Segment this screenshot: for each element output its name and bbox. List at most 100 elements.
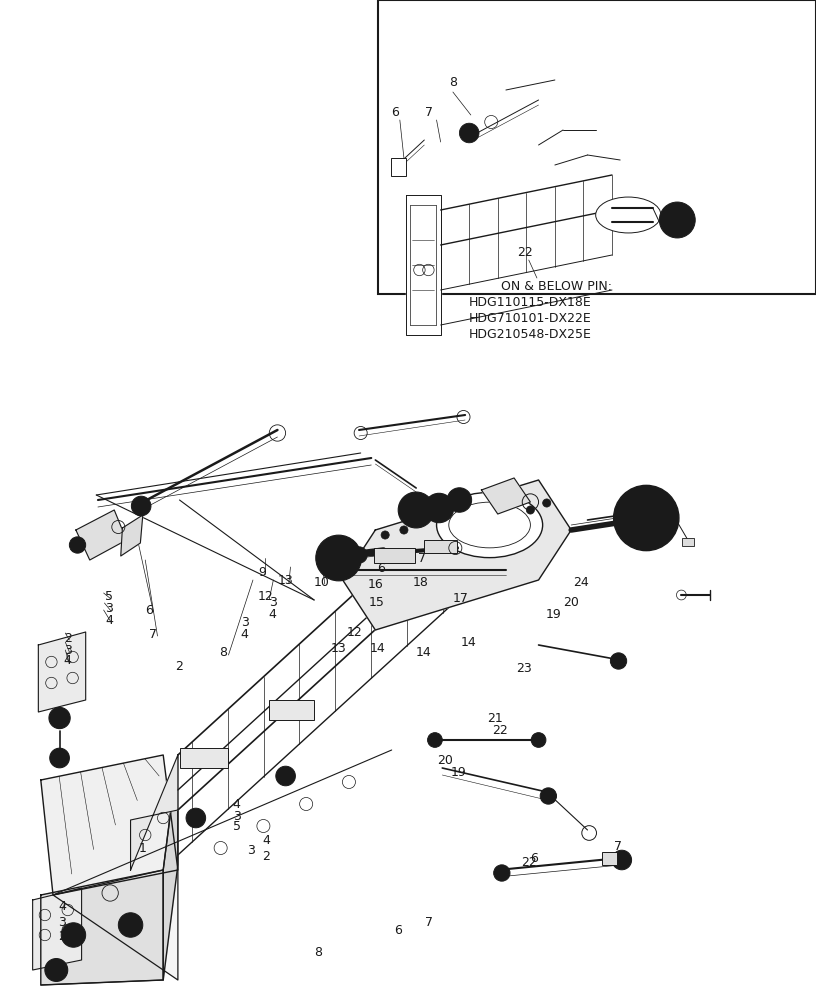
Circle shape <box>51 964 62 976</box>
Text: 4: 4 <box>233 798 241 812</box>
Text: 13: 13 <box>330 642 347 654</box>
Text: 14: 14 <box>415 647 432 660</box>
Circle shape <box>540 788 557 804</box>
Text: 7: 7 <box>614 840 622 852</box>
Circle shape <box>45 959 68 981</box>
Text: 4: 4 <box>268 607 277 620</box>
Polygon shape <box>121 515 143 556</box>
Text: 12: 12 <box>347 626 363 639</box>
Text: 2: 2 <box>58 930 66 942</box>
Circle shape <box>54 712 65 724</box>
Text: 3: 3 <box>268 596 277 609</box>
Text: 19: 19 <box>545 607 561 620</box>
Text: 22: 22 <box>521 856 537 868</box>
Text: 7: 7 <box>149 628 157 641</box>
Text: 8: 8 <box>220 647 228 660</box>
Text: HDG110115-DX18E: HDG110115-DX18E <box>469 296 592 310</box>
Text: 3: 3 <box>241 616 249 630</box>
Circle shape <box>316 535 361 581</box>
Circle shape <box>543 499 551 507</box>
Text: 6: 6 <box>394 924 402 936</box>
Text: 8: 8 <box>449 77 457 90</box>
Circle shape <box>619 516 623 520</box>
Text: 3: 3 <box>58 916 66 928</box>
Text: HDG210548-DX25E: HDG210548-DX25E <box>469 328 592 342</box>
Text: 13: 13 <box>277 574 294 587</box>
Text: 22: 22 <box>517 246 533 259</box>
Text: 16: 16 <box>367 578 384 591</box>
Text: 3: 3 <box>64 644 72 656</box>
Polygon shape <box>163 755 178 980</box>
Circle shape <box>669 516 674 520</box>
Text: 4: 4 <box>105 613 113 626</box>
Circle shape <box>50 748 69 768</box>
Text: 24: 24 <box>573 576 589 589</box>
Circle shape <box>69 537 86 553</box>
Text: 10: 10 <box>313 576 330 588</box>
Circle shape <box>428 733 442 747</box>
Circle shape <box>659 202 695 238</box>
Text: 6: 6 <box>391 106 399 119</box>
Ellipse shape <box>596 197 661 233</box>
Text: 21: 21 <box>487 712 503 726</box>
Text: 3: 3 <box>233 810 241 822</box>
Circle shape <box>632 533 636 538</box>
Polygon shape <box>76 510 126 560</box>
Circle shape <box>424 493 454 523</box>
Polygon shape <box>131 755 178 870</box>
Text: 18: 18 <box>413 576 429 588</box>
Bar <box>391 158 406 176</box>
Text: 4: 4 <box>241 629 249 642</box>
Polygon shape <box>41 870 163 985</box>
Text: ON & BELOW PIN:: ON & BELOW PIN: <box>501 279 612 292</box>
Text: 17: 17 <box>453 591 469 604</box>
Circle shape <box>526 506 534 514</box>
Text: 23: 23 <box>516 662 532 676</box>
Polygon shape <box>406 195 441 335</box>
Text: 5: 5 <box>233 820 241 834</box>
Polygon shape <box>41 755 178 895</box>
Bar <box>269 700 314 720</box>
Circle shape <box>381 531 389 539</box>
Polygon shape <box>481 478 530 514</box>
Text: 15: 15 <box>369 596 385 609</box>
Circle shape <box>459 123 479 143</box>
Text: HDG710101-DX22E: HDG710101-DX22E <box>469 312 592 326</box>
Text: 19: 19 <box>450 766 467 778</box>
Text: 20: 20 <box>563 595 579 608</box>
Text: 14: 14 <box>460 637 477 650</box>
Text: 14: 14 <box>370 642 386 654</box>
Text: 4: 4 <box>58 900 66 914</box>
Circle shape <box>398 492 434 528</box>
Circle shape <box>276 766 295 786</box>
Polygon shape <box>53 755 178 980</box>
Circle shape <box>400 526 408 534</box>
Text: 2: 2 <box>262 850 270 863</box>
Polygon shape <box>38 632 86 712</box>
Text: 14: 14 <box>335 556 351 568</box>
Bar <box>602 852 617 865</box>
Circle shape <box>281 771 290 781</box>
Circle shape <box>191 813 201 823</box>
Circle shape <box>61 923 86 947</box>
Circle shape <box>614 485 679 551</box>
Bar <box>374 548 415 563</box>
Circle shape <box>186 808 206 828</box>
Circle shape <box>49 707 70 729</box>
Text: 7: 7 <box>425 106 433 119</box>
Circle shape <box>656 498 661 503</box>
Bar <box>424 540 457 553</box>
Circle shape <box>612 850 632 870</box>
Bar <box>180 748 228 768</box>
Text: 3: 3 <box>247 844 255 857</box>
Text: 4: 4 <box>262 834 270 848</box>
Text: 4: 4 <box>64 654 72 668</box>
Text: 7: 7 <box>418 552 426 564</box>
Polygon shape <box>343 480 571 630</box>
Text: 20: 20 <box>437 754 454 766</box>
Circle shape <box>531 733 546 747</box>
Circle shape <box>632 498 636 503</box>
Circle shape <box>656 533 661 538</box>
Polygon shape <box>33 888 82 970</box>
Text: 2: 2 <box>64 632 72 645</box>
